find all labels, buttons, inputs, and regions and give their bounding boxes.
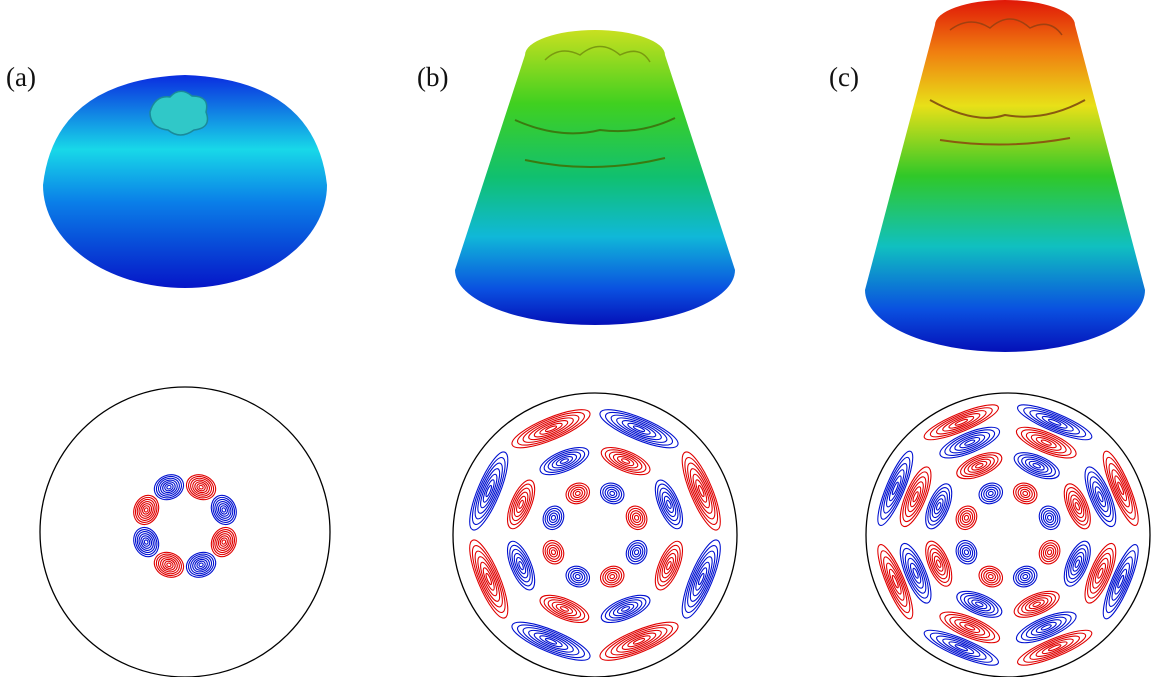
contour-line: [1059, 480, 1096, 532]
contour-line: [166, 485, 171, 490]
surface: [865, 0, 1145, 352]
contour-line: [1041, 439, 1052, 446]
contour-line: [466, 542, 511, 616]
contour-line: [953, 447, 1005, 484]
figure: (a) (b) (c): [0, 0, 1152, 677]
contour-line: [545, 637, 557, 644]
contour-line: [1011, 447, 1063, 484]
contour-line: [633, 425, 645, 432]
contour-line: [514, 619, 588, 664]
contour-line: [650, 477, 688, 533]
contour-line: [144, 507, 149, 512]
contour-line: [545, 425, 557, 432]
contour-line: [144, 539, 149, 544]
contour-line: [920, 538, 957, 590]
contour-line: [623, 503, 651, 533]
contour-line: [540, 503, 568, 533]
contour-line: [598, 590, 654, 628]
contour-line: [1041, 624, 1052, 631]
contour-line: [964, 515, 970, 521]
contour-line: [934, 632, 988, 663]
contour-line: [537, 590, 593, 628]
contour-line: [697, 485, 704, 497]
contour-line: [934, 407, 988, 438]
contour-line: [679, 542, 724, 616]
contour-line: [920, 480, 957, 532]
domain-boundary: [453, 393, 737, 677]
contour-line: [466, 454, 511, 528]
contour-line: [953, 503, 981, 533]
contour-line: [1105, 461, 1136, 515]
contour-line: [502, 538, 540, 594]
contour-line: [1010, 563, 1040, 591]
contour-line: [1047, 515, 1053, 521]
contour-line: [1036, 537, 1064, 567]
contour-line: [221, 507, 226, 512]
contour-line: [623, 537, 651, 567]
contour-line: [551, 515, 557, 521]
contour-line: [602, 406, 676, 451]
contour-line: [597, 480, 627, 508]
contour-line: [1011, 586, 1063, 623]
contour-line: [988, 491, 994, 497]
contour-line: [912, 568, 919, 579]
contour-line: [1047, 549, 1053, 555]
contour-line: [198, 485, 203, 490]
contour-line: [880, 461, 911, 515]
contour-line: [609, 491, 615, 497]
contour-line: [1059, 538, 1096, 590]
panel-label: (a): [6, 62, 36, 92]
contour-line: [485, 485, 492, 497]
contour-line: [880, 555, 911, 609]
contours: [129, 399, 1144, 672]
contour-line: [514, 406, 588, 451]
contour-line: [633, 637, 645, 644]
contour-line: [650, 538, 688, 594]
contour-line: [912, 491, 919, 502]
contour-line: [537, 442, 593, 480]
domain-boundary: [40, 387, 330, 677]
surface: [455, 30, 735, 325]
contour-line: [1097, 491, 1104, 502]
contour-line: [575, 491, 581, 497]
contour-line: [598, 442, 654, 480]
contour-line: [1028, 407, 1082, 438]
contour-line: [976, 563, 1006, 591]
contour-line: [1022, 574, 1028, 580]
contour-line: [597, 563, 627, 591]
contour-line: [964, 439, 975, 446]
contour-line: [953, 586, 1005, 623]
contour-line: [540, 537, 568, 567]
contour-line: [634, 549, 640, 555]
contour-line: [988, 574, 994, 580]
domain-boundary: [866, 393, 1150, 677]
contour-line: [1036, 503, 1064, 533]
contour-line: [198, 562, 203, 567]
contour-line: [1105, 555, 1136, 609]
contour-line: [166, 562, 171, 567]
contour-line: [634, 515, 640, 521]
contour-line: [502, 477, 540, 533]
contour-line: [563, 480, 593, 508]
contour-line: [964, 624, 975, 631]
contour-line: [964, 549, 970, 555]
contour-line: [1028, 632, 1082, 663]
contour-line: [1022, 491, 1028, 497]
contour-line: [697, 573, 704, 585]
contour-line: [575, 574, 581, 580]
contour-line: [953, 537, 981, 567]
contour-line: [609, 574, 615, 580]
panel-label: (c): [829, 62, 859, 92]
contour-line: [551, 549, 557, 555]
contour-line: [485, 573, 492, 585]
contour-line: [976, 480, 1006, 508]
contour-line: [1097, 568, 1104, 579]
contour-line: [1010, 480, 1040, 508]
contour-line: [679, 454, 724, 528]
contour-line: [602, 619, 676, 664]
panel-label: (b): [417, 62, 448, 92]
contour-line: [563, 563, 593, 591]
contour-line: [221, 539, 226, 544]
